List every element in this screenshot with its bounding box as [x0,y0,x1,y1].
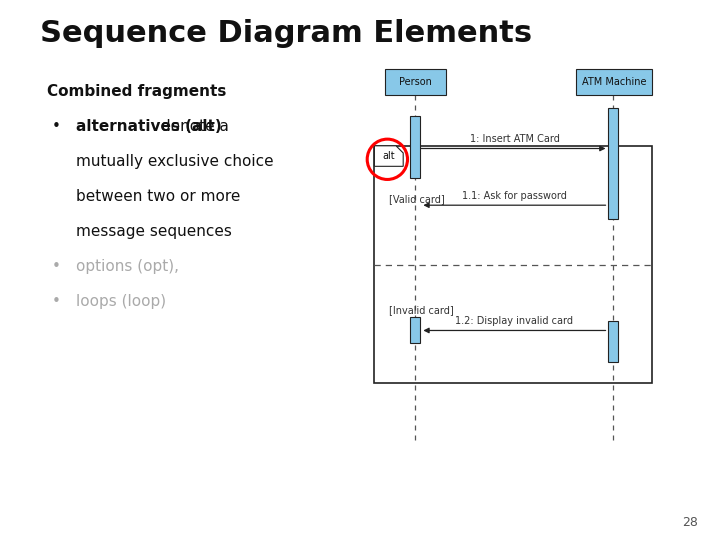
Text: loops (loop): loops (loop) [76,294,166,309]
Text: [Invalid card]: [Invalid card] [389,305,454,315]
Text: alternatives (alt): alternatives (alt) [76,119,221,134]
Text: Combined fragments: Combined fragments [47,84,226,99]
Text: •: • [52,294,60,309]
Bar [410,317,420,343]
Bar [608,108,618,219]
Polygon shape [374,146,403,166]
Text: 1.2: Display invalid card: 1.2: Display invalid card [456,316,573,326]
Bar [374,146,652,383]
Text: 1: Insert ATM Card: 1: Insert ATM Card [469,134,559,144]
Text: options (opt),: options (opt), [76,259,179,274]
Text: mutually exclusive choice: mutually exclusive choice [76,154,273,169]
Text: message sequences: message sequences [76,224,231,239]
Bar [576,69,652,94]
Text: ATM Machine: ATM Machine [582,77,646,86]
Bar [385,69,446,94]
Text: alt: alt [382,151,395,161]
Text: between two or more: between two or more [76,189,240,204]
Bar [410,116,420,178]
Text: •: • [52,259,60,274]
Text: 1.1: Ask for password: 1.1: Ask for password [462,191,567,201]
Text: [Valid card]: [Valid card] [389,194,444,205]
Text: Person: Person [400,77,432,86]
Text: Sequence Diagram Elements: Sequence Diagram Elements [40,19,532,48]
Text: •: • [52,119,60,134]
Bar [608,321,618,362]
Text: 28: 28 [683,516,698,529]
Text: denote a: denote a [156,119,229,134]
